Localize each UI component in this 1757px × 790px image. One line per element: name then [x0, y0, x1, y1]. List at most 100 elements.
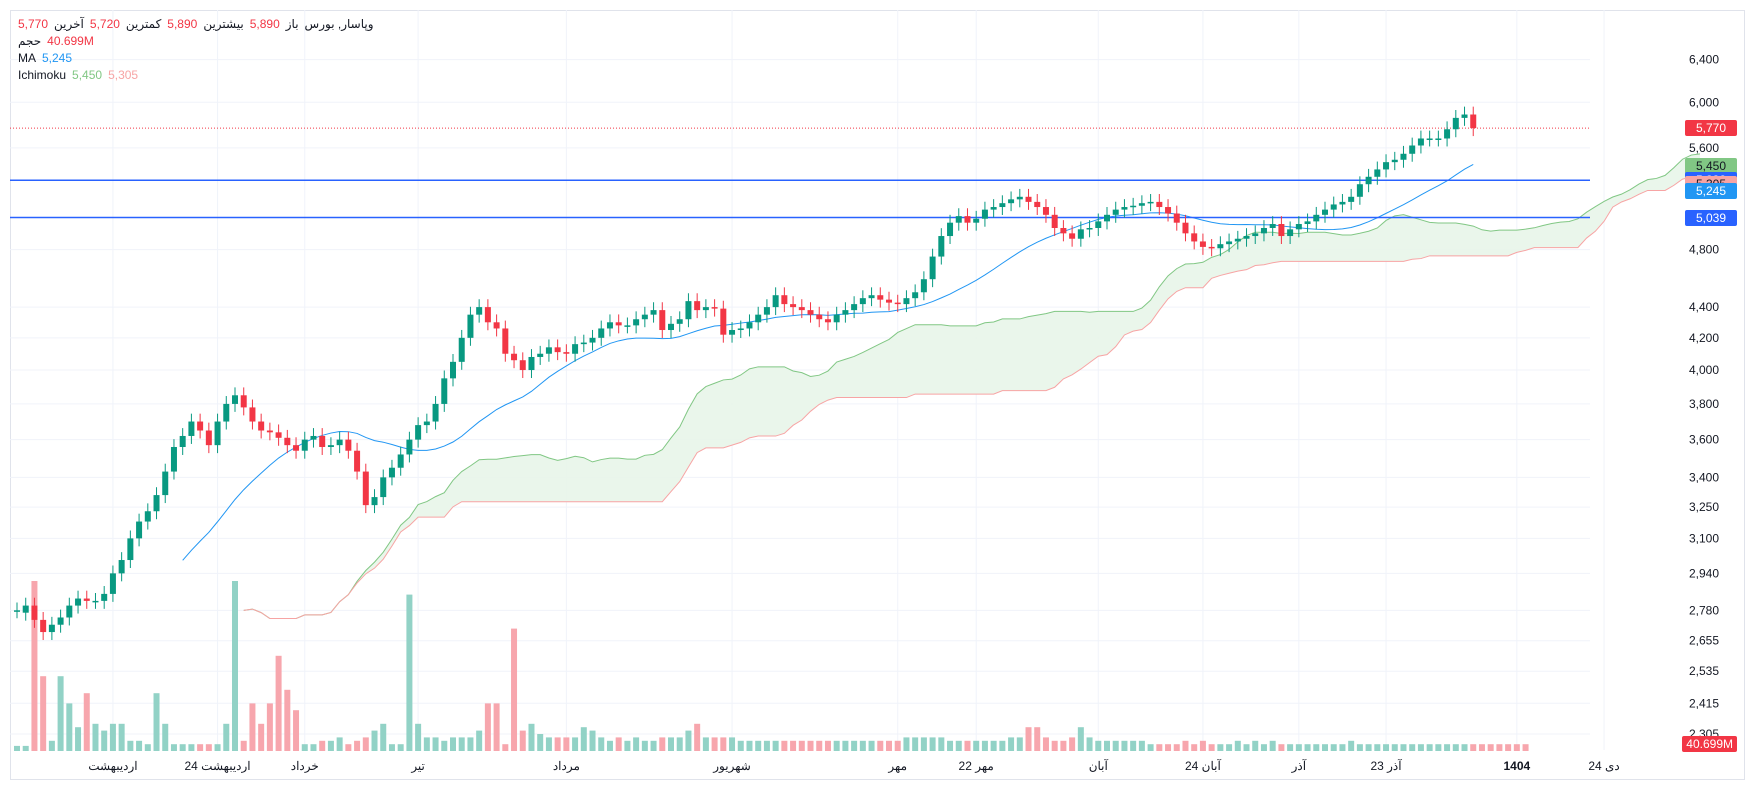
- candle-body: [1138, 203, 1145, 206]
- candle-body: [1077, 229, 1084, 239]
- x-axis-tick-label: 22 مهر: [959, 759, 994, 773]
- candle-body: [1435, 138, 1442, 140]
- candle-body: [981, 209, 988, 219]
- volume-bar: [1095, 740, 1102, 751]
- volume-bar: [598, 737, 605, 751]
- volume-bar: [31, 581, 38, 751]
- volume-bar: [528, 723, 535, 751]
- candle-body: [205, 430, 212, 446]
- candle-body: [1470, 114, 1477, 129]
- candle-body: [266, 430, 273, 433]
- volume-bar: [179, 744, 186, 751]
- volume-bar: [1522, 744, 1529, 751]
- x-axis-tick-label: خرداد: [291, 759, 319, 773]
- candle-body: [720, 308, 727, 335]
- ichimoku-cloud: [243, 153, 1700, 619]
- volume-bar: [537, 734, 544, 751]
- candle-body: [737, 328, 744, 331]
- volume-bar: [432, 737, 439, 751]
- candle-body: [676, 319, 683, 324]
- volume-bar: [1025, 727, 1032, 751]
- candle-body: [886, 299, 892, 303]
- candle-body: [1130, 205, 1137, 208]
- volume-bar: [694, 723, 701, 751]
- volume-tag: 40.699M: [1682, 736, 1737, 752]
- high-label: بیشترین: [203, 17, 244, 31]
- candle-body: [929, 256, 936, 280]
- candle-body: [388, 467, 395, 478]
- volume-bar: [1208, 744, 1215, 751]
- volume-bar: [1226, 744, 1233, 751]
- candle-body: [232, 395, 238, 404]
- candle-body: [973, 218, 980, 223]
- volume-bar: [1086, 737, 1093, 751]
- volume-bar: [223, 723, 230, 751]
- volume-bar: [842, 740, 849, 751]
- volume-value: 40.699M: [47, 34, 94, 48]
- volume-bar: [1243, 744, 1250, 751]
- chart-legend: وپاسار, بورس باز 5,890 بیشترین 5,890 کمت…: [18, 16, 374, 84]
- volume-bar: [1156, 744, 1163, 751]
- candle-body: [938, 236, 945, 257]
- volume-bar: [266, 703, 273, 751]
- candle-body: [537, 353, 544, 357]
- candle-body: [580, 342, 587, 345]
- volume-bar: [886, 740, 892, 751]
- candle-body: [1147, 201, 1154, 204]
- candle-body: [493, 322, 500, 329]
- ichimoku-label: Ichimoku: [18, 68, 67, 82]
- volume-bar: [1365, 744, 1372, 751]
- volume-bar: [685, 730, 692, 751]
- ma-row[interactable]: MA 5,245: [18, 50, 374, 67]
- volume-bar: [929, 737, 936, 751]
- candle-body: [144, 511, 151, 522]
- volume-bar: [214, 744, 221, 751]
- candle-body: [441, 378, 448, 404]
- x-axis-tick-label: شهریور: [712, 759, 751, 773]
- volume-bar: [92, 723, 99, 751]
- candle-body: [1095, 221, 1102, 228]
- candle-body: [1060, 227, 1067, 234]
- volume-bar: [275, 655, 282, 751]
- volume-bar: [1478, 744, 1485, 751]
- candle-body: [197, 421, 204, 431]
- candle-body: [83, 598, 90, 601]
- candle-body: [1322, 209, 1328, 215]
- candle-body: [1426, 138, 1433, 140]
- volume-bar: [1304, 744, 1311, 751]
- volume-bar: [1356, 744, 1363, 751]
- volume-bar: [1426, 744, 1433, 751]
- volume-bar: [1182, 740, 1189, 751]
- candle-body: [955, 216, 962, 223]
- ma-label: MA: [18, 51, 36, 65]
- symbol-name[interactable]: وپاسار, بورس: [304, 17, 374, 31]
- open-value: 5,890: [249, 17, 280, 31]
- x-axis-tick-label: 24 آبان: [1185, 758, 1221, 773]
- ichimoku-row[interactable]: Ichimoku 5,450 5,305: [18, 67, 374, 84]
- volume-bar: [720, 737, 727, 751]
- volume-bar: [362, 737, 369, 751]
- volume-bar: [973, 740, 980, 751]
- volume-bar: [153, 693, 160, 751]
- candle-body: [415, 425, 422, 440]
- x-axis-tick-label: 24 دی: [1588, 759, 1619, 773]
- candle-body: [179, 435, 186, 448]
- candle-body: [57, 617, 64, 625]
- candle-body: [109, 573, 116, 594]
- volume-bar: [144, 744, 151, 751]
- volume-bar: [668, 737, 674, 751]
- volume-bar: [1383, 744, 1390, 751]
- candle-body: [711, 307, 718, 309]
- candle-body: [380, 477, 387, 498]
- price-tag: 5,039: [1685, 209, 1737, 226]
- candle-body: [833, 314, 840, 323]
- candle-body: [790, 304, 797, 308]
- candle-body: [1234, 238, 1241, 242]
- volume-row[interactable]: حجم 40.699M: [18, 33, 374, 50]
- candle-body: [354, 450, 361, 472]
- volume-bar: [40, 676, 47, 751]
- candle-body: [1217, 244, 1224, 249]
- candle-body: [1051, 214, 1058, 228]
- volume-bar: [1130, 740, 1137, 751]
